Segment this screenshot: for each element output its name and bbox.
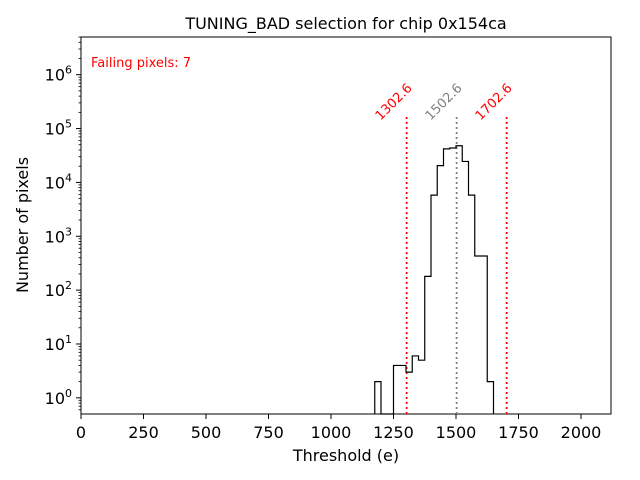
histogram-bin bbox=[406, 372, 412, 414]
histogram-bin bbox=[431, 195, 437, 414]
histogram-bin bbox=[456, 146, 462, 414]
histogram-bin bbox=[394, 365, 400, 414]
histogram-bin bbox=[481, 256, 487, 414]
histogram-outline bbox=[374, 145, 495, 415]
y-tick-label: 102 bbox=[45, 279, 72, 300]
x-tick-label: 1250 bbox=[373, 423, 414, 442]
threshold-label: 1302.6 bbox=[373, 81, 416, 124]
histogram-bin bbox=[375, 382, 381, 414]
x-tick-label: 500 bbox=[191, 423, 222, 442]
failing-pixels-annotation: Failing pixels: 7 bbox=[91, 56, 191, 71]
y-axis-ticks: 100 101 102 103 104 105 106 bbox=[45, 36, 81, 411]
x-tick-label: 250 bbox=[128, 423, 159, 442]
x-tick-label: 1000 bbox=[311, 423, 352, 442]
y-tick-label: 103 bbox=[45, 225, 72, 246]
y-tick-label: 100 bbox=[45, 387, 72, 408]
x-tick-label: 750 bbox=[253, 423, 284, 442]
y-tick-label: 106 bbox=[45, 64, 72, 85]
threshold-label: 1702.6 bbox=[473, 81, 516, 124]
histogram-bin bbox=[475, 256, 481, 414]
y-axis-label: Number of pixels bbox=[13, 157, 32, 293]
x-axis-label: Threshold (e) bbox=[292, 446, 399, 465]
histogram-bin bbox=[469, 195, 475, 414]
histogram-bin bbox=[425, 276, 431, 414]
histogram-bin bbox=[419, 360, 425, 414]
x-tick-label: 0 bbox=[76, 423, 86, 442]
histogram-bin bbox=[450, 148, 456, 414]
x-tick-label: 2000 bbox=[561, 423, 602, 442]
y-tick-label: 104 bbox=[45, 171, 72, 192]
x-tick-label: 1750 bbox=[498, 423, 539, 442]
histogram-bin bbox=[444, 149, 450, 414]
y-tick-label: 105 bbox=[45, 118, 72, 139]
histogram-series bbox=[374, 145, 495, 415]
plot-frame bbox=[80, 36, 612, 415]
threshold-label: 1502.6 bbox=[423, 81, 466, 124]
x-tick-label: 1500 bbox=[436, 423, 477, 442]
histogram-bin bbox=[400, 365, 406, 414]
histogram-bin bbox=[412, 356, 418, 414]
histogram-bin bbox=[437, 166, 443, 414]
y-tick-label: 101 bbox=[45, 333, 72, 354]
x-axis-ticks: 0 250 500 750 1000 1250 1500 1750 2000 bbox=[76, 414, 601, 442]
histogram-bin bbox=[462, 161, 468, 414]
chart-title: TUNING_BAD selection for chip 0x154ca bbox=[184, 14, 506, 34]
histogram-bin bbox=[487, 382, 493, 414]
